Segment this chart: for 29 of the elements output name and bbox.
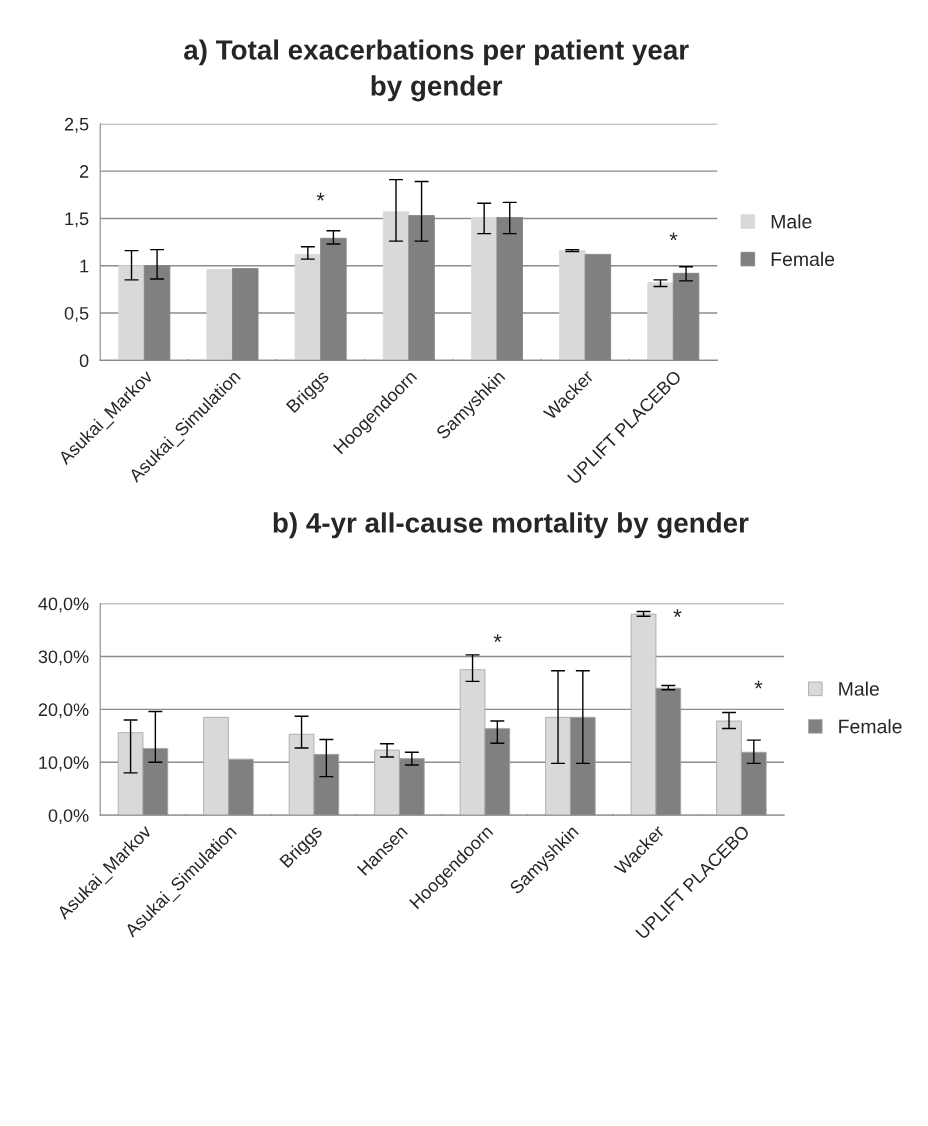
- bar: [470, 217, 498, 361]
- bar: [206, 269, 233, 361]
- y-tick-label: 0,0%: [48, 809, 89, 825]
- y-tick-label: 1,5: [65, 212, 89, 228]
- annotation: *: [316, 192, 325, 201]
- legend-label: Female: [839, 719, 902, 734]
- annotation: *: [493, 634, 502, 643]
- chart-title: a) Total exacerbations per patient year by gender: [184, 39, 689, 102]
- y-tick-label: 2: [79, 165, 89, 178]
- chart-title: b) 4-yr all-cause mortality by gender: [273, 512, 749, 539]
- y-tick-label: 0,5: [64, 306, 89, 322]
- bar: [118, 265, 145, 361]
- y-tick-label: 0: [79, 354, 89, 368]
- y-tick-label: 30,0%: [38, 650, 89, 666]
- annotation: *: [754, 680, 763, 689]
- bar: [647, 282, 674, 361]
- bar: [559, 250, 586, 361]
- y-tick-label: 1: [80, 259, 89, 273]
- y-tick-label: 10,0%: [39, 756, 89, 772]
- legend-label: Female: [771, 251, 835, 267]
- bar: [382, 211, 410, 361]
- y-tick-label: 20,0%: [38, 703, 89, 719]
- annotation: *: [673, 609, 682, 618]
- y-tick-label: 40,0%: [38, 597, 89, 613]
- bar: [294, 253, 322, 361]
- y-tick-label: 2,5: [64, 117, 89, 133]
- legend-label: Male: [771, 214, 812, 229]
- legend-label: Male: [839, 681, 879, 696]
- annotation: *: [669, 232, 678, 241]
